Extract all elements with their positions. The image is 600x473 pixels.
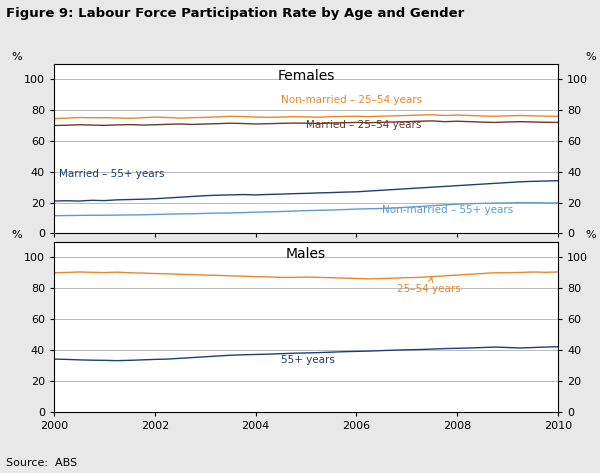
Text: Non-married – 25–54 years: Non-married – 25–54 years — [281, 96, 422, 105]
Text: %: % — [11, 52, 22, 62]
Text: %: % — [11, 230, 22, 240]
Text: Married – 55+ years: Married – 55+ years — [59, 169, 164, 179]
Text: Males: Males — [286, 247, 326, 261]
Text: Source:  ABS: Source: ABS — [6, 458, 77, 468]
Text: 25–54 years: 25–54 years — [397, 278, 460, 294]
Text: Non-married – 55+ years: Non-married – 55+ years — [382, 205, 513, 215]
Text: Figure 9: Labour Force Participation Rate by Age and Gender: Figure 9: Labour Force Participation Rat… — [6, 7, 464, 20]
Text: %: % — [586, 230, 596, 240]
Text: Females: Females — [277, 69, 335, 83]
Text: 55+ years: 55+ years — [281, 355, 335, 365]
Text: Married – 25–54 years: Married – 25–54 years — [306, 120, 421, 130]
Text: %: % — [586, 52, 596, 62]
